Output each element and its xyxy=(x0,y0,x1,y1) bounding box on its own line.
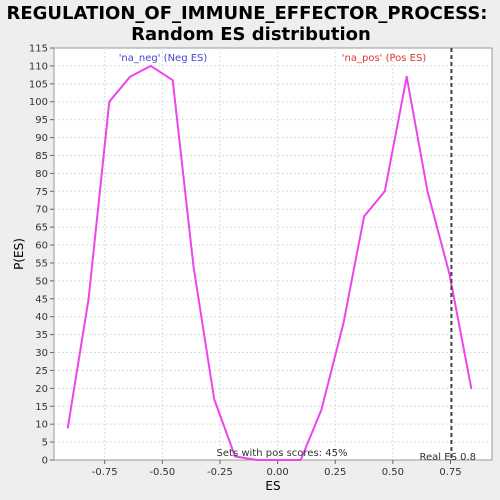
y-tick-label: 80 xyxy=(35,169,48,180)
x-axis-label: ES xyxy=(265,479,280,493)
y-tick-label: 100 xyxy=(29,97,48,108)
es-data-point xyxy=(470,387,473,390)
pos-scores-footer: Sets with pos scores: 45% xyxy=(217,448,348,459)
es-data-point xyxy=(276,459,279,461)
y-tick-label: 75 xyxy=(35,187,48,198)
y-tick-label: 115 xyxy=(29,44,48,55)
neg-es-label: 'na_neg' (Neg ES) xyxy=(119,53,208,64)
es-data-point xyxy=(66,426,69,429)
x-tick-label: -0.50 xyxy=(149,467,175,478)
es-data-point xyxy=(234,455,236,458)
es-data-point xyxy=(213,398,216,400)
y-axis-label: P(ES) xyxy=(12,238,26,270)
es-series-line xyxy=(66,64,473,461)
y-tick-label: 25 xyxy=(35,366,48,377)
y-tick-label: 5 xyxy=(42,438,48,449)
y-tick-label: 55 xyxy=(35,258,48,269)
es-data-point xyxy=(363,215,365,218)
y-tick-label: 60 xyxy=(35,241,48,252)
y-axis-ticks: 0 5 10 15 20 25 30 35 40 45 50 55 60 65 70 75 80 85 90 95 10… xyxy=(29,44,54,467)
y-tick-label: 85 xyxy=(35,151,48,162)
chart-title-line2: Random ES distribution xyxy=(131,24,371,45)
y-tick-label: 95 xyxy=(35,115,48,126)
es-data-point xyxy=(255,459,258,461)
es-data-point xyxy=(171,79,174,82)
x-axis-ticks: -0.75 -0.50 -0.25 0.00 0.25 0.50 0.75 xyxy=(92,460,462,478)
es-data-point xyxy=(383,190,386,193)
y-tick-label: 45 xyxy=(35,294,48,305)
es-data-point xyxy=(149,65,152,67)
es-data-point xyxy=(342,322,345,325)
y-tick-label: 10 xyxy=(35,420,48,431)
y-tick-label: 40 xyxy=(35,312,48,323)
y-tick-label: 105 xyxy=(29,79,48,90)
y-tick-label: 70 xyxy=(35,205,48,216)
x-tick-label: 0.25 xyxy=(324,467,346,478)
es-data-point xyxy=(320,408,323,411)
y-tick-label: 30 xyxy=(35,348,48,359)
x-tick-label: 0.50 xyxy=(382,467,404,478)
y-tick-label: 15 xyxy=(35,402,48,413)
es-data-point xyxy=(87,297,90,300)
y-tick-label: 90 xyxy=(35,133,48,144)
x-tick-label: -0.25 xyxy=(207,467,233,478)
plot-area xyxy=(53,47,493,461)
y-tick-label: 35 xyxy=(35,330,48,341)
series-layer xyxy=(66,64,473,461)
y-tick-label: 0 xyxy=(42,456,48,467)
es-data-point xyxy=(299,459,302,461)
es-data-point xyxy=(129,75,131,78)
grid xyxy=(54,48,492,460)
pos-es-label: 'na_pos' (Pos ES) xyxy=(342,53,427,64)
y-tick-label: 110 xyxy=(29,61,48,72)
es-data-point xyxy=(426,190,429,193)
x-tick-label: -0.75 xyxy=(92,467,118,478)
y-tick-label: 65 xyxy=(35,223,48,234)
x-tick-label: 0.00 xyxy=(266,467,288,478)
es-data-point xyxy=(192,265,195,268)
es-data-point xyxy=(108,100,111,103)
chart-title-line1: REGULATION_OF_IMMUNE_EFFECTOR_PROCESS: xyxy=(7,3,488,24)
y-tick-label: 20 xyxy=(35,384,48,395)
y-tick-label: 50 xyxy=(35,276,48,287)
real-es-label: Real ES 0.8 xyxy=(420,452,476,463)
x-tick-label: 0.75 xyxy=(439,467,461,478)
es-data-point xyxy=(448,272,451,275)
es-data-point xyxy=(405,75,408,78)
